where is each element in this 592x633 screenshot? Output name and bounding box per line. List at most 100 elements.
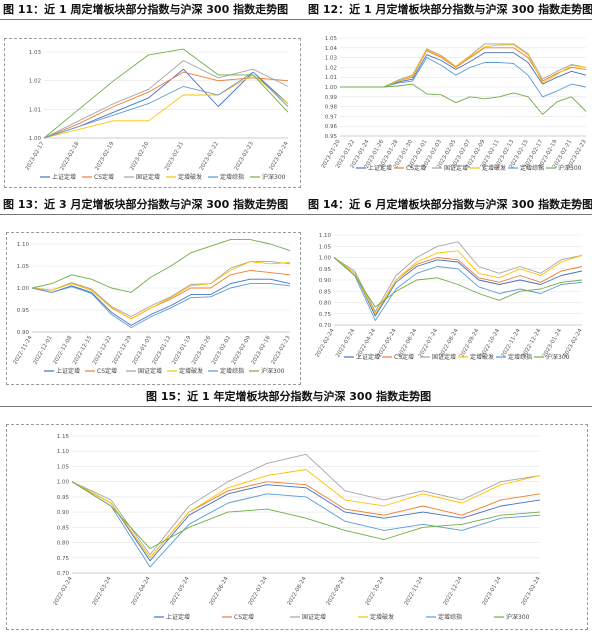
- fig14-series-line-2: [333, 241, 583, 312]
- fig15-series-line-3: [71, 469, 541, 559]
- fig15-series-line-0: [71, 481, 541, 562]
- fig11-xtick-label: 2023-02-17: [25, 141, 46, 172]
- fig15-xtick-label: 2022-05-24: [170, 576, 191, 607]
- fig14-ytick-label: 1.05: [319, 244, 332, 250]
- fig14-series-line-0: [333, 257, 583, 317]
- fig13-xtick-label: 2022-11-24: [13, 335, 34, 366]
- fig15-xtick-label: 2022-04-24: [131, 576, 152, 607]
- fig11-xtick-label: 2023-02-24: [269, 141, 290, 172]
- fig12-ytick-label: 0.95: [325, 134, 338, 140]
- fig11-xtick-label: 2023-02-20: [129, 141, 150, 172]
- fig13-legend-label-1: CS定增: [97, 367, 117, 375]
- fig13-ytick-label: 0.95: [17, 308, 30, 314]
- fig13-legend-label-5: 沪深300: [261, 367, 285, 375]
- fig11-ytick-label: 1.00: [29, 136, 42, 142]
- fig11-legend-label-5: 沪深300: [262, 173, 286, 181]
- fig14-ytick-label: 0.80: [319, 301, 332, 307]
- fig15-ytick-label: 0.75: [57, 556, 70, 562]
- fig15-title-rule: [0, 406, 592, 407]
- fig15-title: 图 15：近 1 年定增板块部分指数与沪深 300 指数走势图: [146, 390, 432, 403]
- fig13-14-title-rule: [0, 214, 592, 215]
- fig13-xtick-label: 2023-01-19: [171, 335, 192, 366]
- fig15-ytick-label: 0.90: [57, 510, 70, 516]
- fig15-xtick-label: 2022-06-24: [209, 576, 230, 607]
- fig12-ytick-label: 1.00: [325, 85, 338, 91]
- fig11-ytick-label: 1.03: [29, 50, 42, 56]
- fig15-ytick-label: 0.85: [57, 525, 70, 531]
- fig15-legend-label-1: CS定增: [234, 613, 254, 621]
- fig12-legend-label-5: 沪深300: [558, 164, 582, 172]
- fig13-chart-frame: [6, 232, 301, 385]
- fig15-xtick-label: 2022-10-24: [365, 576, 386, 607]
- fig15-xtick-label: 2022-03-24: [92, 576, 113, 607]
- fig11-series-line-2: [43, 60, 289, 139]
- fig14-title: 图 14：近 6 月定增板块部分指数与沪深 300 指数走势图: [308, 198, 592, 211]
- fig15-xtick-label: 2022-07-24: [248, 576, 269, 607]
- fig14-ytick-label: 1.00: [319, 256, 332, 262]
- fig12-ytick-label: 1.02: [325, 65, 337, 71]
- fig15-legend-label-2: 国证定增: [302, 613, 326, 621]
- fig13-series-line-1: [31, 269, 291, 320]
- fig12-ytick-label: 1.01: [325, 75, 337, 81]
- fig15-series-line-5: [71, 481, 541, 550]
- fig15-legend-label-0: 上证定增: [166, 613, 190, 621]
- fig14-series-line-5: [333, 257, 583, 308]
- fig13-xtick-label: 2023-01-26: [191, 335, 212, 366]
- fig14-legend-label-3: 定增破发: [470, 353, 494, 361]
- fig15-legend-label-5: 沪深300: [506, 613, 530, 621]
- fig14-ytick-label: 0.95: [319, 267, 332, 273]
- fig15-legend-label-3: 定增破发: [370, 613, 394, 621]
- fig11-series-line-1: [43, 71, 289, 139]
- fig13-xtick-label: 2023-02-23: [271, 335, 292, 366]
- fig13-legend-label-2: 国证定增: [138, 367, 162, 375]
- fig11-ytick-label: 1.02: [29, 79, 41, 85]
- fig11-xtick-label: 2023-02-19: [94, 141, 115, 172]
- fig13-xtick-label: 2023-01-12: [151, 335, 172, 366]
- fig13-ytick-label: 1.00: [17, 286, 30, 292]
- fig12-ytick-label: 0.96: [325, 124, 338, 130]
- fig11-xtick-label: 2023-02-23: [234, 141, 255, 172]
- fig12-legend-label-1: CS定增: [406, 164, 426, 172]
- fig12-series-line-5: [340, 83, 587, 115]
- fig11-legend-label-0: 上证定增: [52, 173, 76, 181]
- fig15-series-line-4: [71, 481, 541, 568]
- fig12-ytick-label: 0.99: [325, 95, 338, 101]
- fig14-legend-label-5: 沪深300: [546, 353, 570, 361]
- fig14-ytick-label: 1.10: [319, 233, 332, 239]
- fig14-xtick-label: 2022-03-24: [335, 328, 356, 359]
- fig11-legend-label-2: 国证定增: [136, 173, 160, 181]
- fig14-legend-label-4: 定增综指: [508, 353, 532, 361]
- fig15-xtick-label: 2023-02-24: [521, 576, 542, 607]
- fig12-ytick-label: 1.05: [325, 36, 338, 42]
- fig14-ytick-label: 0.70: [319, 323, 332, 329]
- fig14-legend-label-2: 国证定增: [432, 353, 456, 361]
- fig14-series-line-4: [333, 257, 583, 321]
- fig12-legend-label-0: 上证定增: [368, 164, 392, 172]
- fig14-ytick-label: 0.90: [319, 278, 332, 284]
- fig15-xtick-label: 2022-11-24: [404, 576, 425, 607]
- fig15-xtick-label: 2023-01-24: [482, 576, 503, 607]
- fig11-series-line-5: [43, 48, 289, 139]
- fig12-ytick-label: 0.97: [325, 114, 338, 120]
- fig13-series-line-0: [31, 278, 291, 326]
- fig11-series-line-3: [43, 74, 289, 139]
- fig15-xtick-label: 2022-08-24: [287, 576, 308, 607]
- fig15-ytick-label: 1.05: [57, 464, 70, 470]
- fig12-ytick-label: 0.98: [325, 105, 338, 111]
- fig15-chart-frame: [6, 424, 588, 630]
- fig13-legend-label-0: 上证定增: [56, 367, 80, 375]
- fig12-ytick-label: 1.04: [325, 46, 338, 52]
- fig12-ytick-label: 1.03: [325, 56, 338, 62]
- fig15-ytick-label: 0.80: [57, 541, 70, 547]
- fig13-legend-label-4: 定增综指: [220, 367, 244, 375]
- fig11-title: 图 11：近 1 周定增板块部分指数与沪深 300 指数走势图: [3, 3, 289, 16]
- fig11-chart-frame: [4, 38, 301, 188]
- fig15-legend-label-4: 定增综指: [438, 613, 462, 621]
- fig13-xtick-label: 2022-12-08: [52, 335, 73, 366]
- fig13-xtick-label: 2023-02-16: [251, 335, 272, 366]
- fig15-xtick-label: 2022-12-24: [443, 576, 464, 607]
- fig13-series-line-5: [31, 239, 291, 293]
- fig15-ytick-label: 1.15: [57, 434, 70, 440]
- fig13-ytick-label: 0.90: [17, 330, 30, 336]
